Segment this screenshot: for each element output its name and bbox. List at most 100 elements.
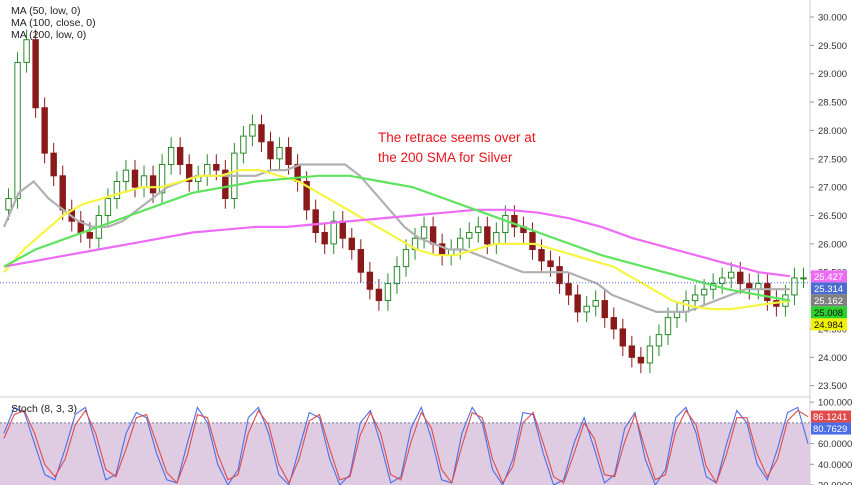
stoch-label: Stoch (8, 3, 3) [11, 403, 77, 415]
stoch-k-line [3, 405, 809, 485]
price-badge-label: 24.984 [814, 320, 843, 331]
chart-annotation: The retrace seems over at the 200 SMA fo… [378, 128, 578, 168]
candle-body [646, 345, 654, 364]
candle-body [59, 175, 66, 211]
stoch-badge [811, 422, 851, 435]
price-badge-label: 25.162 [814, 296, 843, 307]
price-tick-label: 23.500 [818, 381, 847, 392]
candle-body [50, 152, 57, 177]
stoch-badge-label: 86.1241 [813, 412, 847, 423]
candle-body [366, 271, 374, 290]
candle-body [357, 249, 365, 273]
candle-body [484, 226, 491, 245]
candle-body [23, 39, 30, 63]
stoch-tick-label: 60.0000 [818, 439, 852, 450]
annotation-line-2: the 200 SMA for Silver [378, 150, 513, 165]
candle-body [700, 288, 708, 296]
stoch-tick-label: 100.0000 [818, 398, 852, 409]
stoch-tick-label: 20.0000 [818, 481, 852, 485]
candle-body [393, 266, 401, 285]
candle-body [565, 283, 572, 296]
legend-ma100: MA (100, close, 0) [11, 17, 96, 29]
price-axis: 30.000 29.500 29.000 28.500 28.000 27.500 27.0… [810, 13, 852, 485]
candle-body [475, 226, 482, 234]
candle-body [204, 163, 211, 177]
candle-body [610, 317, 617, 330]
candle-body [113, 180, 121, 200]
candle-body [637, 356, 645, 364]
candle-body [303, 180, 310, 211]
candle-body [619, 328, 627, 347]
candle-body [167, 146, 175, 165]
price-tick-label: 24.000 [818, 353, 847, 364]
ma100-line [3, 169, 791, 311]
candle-body [511, 215, 518, 228]
candle-body [5, 198, 12, 211]
candle-body [348, 237, 356, 251]
candle-body [628, 345, 636, 358]
candle-body [466, 232, 473, 239]
candle-body [32, 39, 39, 109]
price-badge [811, 306, 847, 319]
ma-legend: MA (50, low, 0) MA (100, close, 0) MA (2… [11, 5, 96, 41]
candle-body [764, 283, 771, 302]
price-badge [811, 282, 847, 295]
candle-body [791, 277, 798, 296]
candle-body [375, 288, 383, 302]
price-tick-label: 26.000 [818, 239, 847, 250]
candle-body [176, 146, 184, 165]
candle-body [502, 215, 509, 234]
ma200-line [3, 208, 791, 278]
candle-body [574, 294, 581, 313]
candle-body [583, 305, 590, 313]
price-tick-label: 27.500 [818, 154, 847, 165]
stoch-badge [811, 410, 851, 423]
candle-body [240, 135, 247, 154]
candle-body [728, 271, 735, 279]
price-badge-label: 25.314 [814, 284, 843, 295]
stoch-tick-label: 40.0000 [818, 460, 852, 471]
price-tick-label: 28.000 [818, 126, 847, 137]
candle-body [131, 169, 139, 188]
candle-body [312, 209, 319, 234]
candle-body [258, 124, 265, 143]
candle-body [601, 300, 608, 319]
price-badge [811, 270, 847, 283]
price-tick-label: 27.000 [818, 183, 847, 194]
candle-body [86, 232, 94, 239]
candle-body [547, 260, 554, 268]
price-tick-label: 26.500 [818, 211, 847, 222]
annotation-line-1: The retrace seems over at [378, 130, 536, 145]
candle-body [592, 300, 599, 307]
candle-body [456, 237, 464, 251]
candle-body [691, 294, 699, 302]
candle-body [249, 124, 256, 137]
price-badge [811, 294, 847, 307]
candle-body [158, 163, 166, 194]
candle-body [213, 163, 220, 171]
price-badge-label: 25.427 [814, 272, 843, 283]
candle-body [104, 198, 112, 217]
stoch-d-line [3, 409, 809, 485]
candle-body [330, 220, 337, 245]
price-tick-label: 29.500 [818, 41, 847, 52]
candle-body [140, 175, 148, 188]
candle-body [222, 169, 229, 199]
price-tick-label: 30.000 [818, 13, 847, 24]
candle-body [14, 61, 21, 200]
price-panel [0, 29, 810, 374]
candle-body [321, 232, 328, 245]
candle-body [737, 271, 744, 285]
stoch-panel [0, 405, 810, 485]
candle-body [655, 334, 663, 347]
ma50-line [2, 163, 790, 313]
candle-body [122, 169, 130, 182]
candle-body [718, 277, 726, 285]
candle-body [402, 249, 410, 268]
candle-body [538, 249, 545, 262]
candle-body [800, 277, 807, 280]
price-tick-label: 28.500 [818, 98, 847, 109]
stoch-badge-label: 80.7629 [813, 424, 847, 435]
ma-green-line [3, 174, 791, 302]
